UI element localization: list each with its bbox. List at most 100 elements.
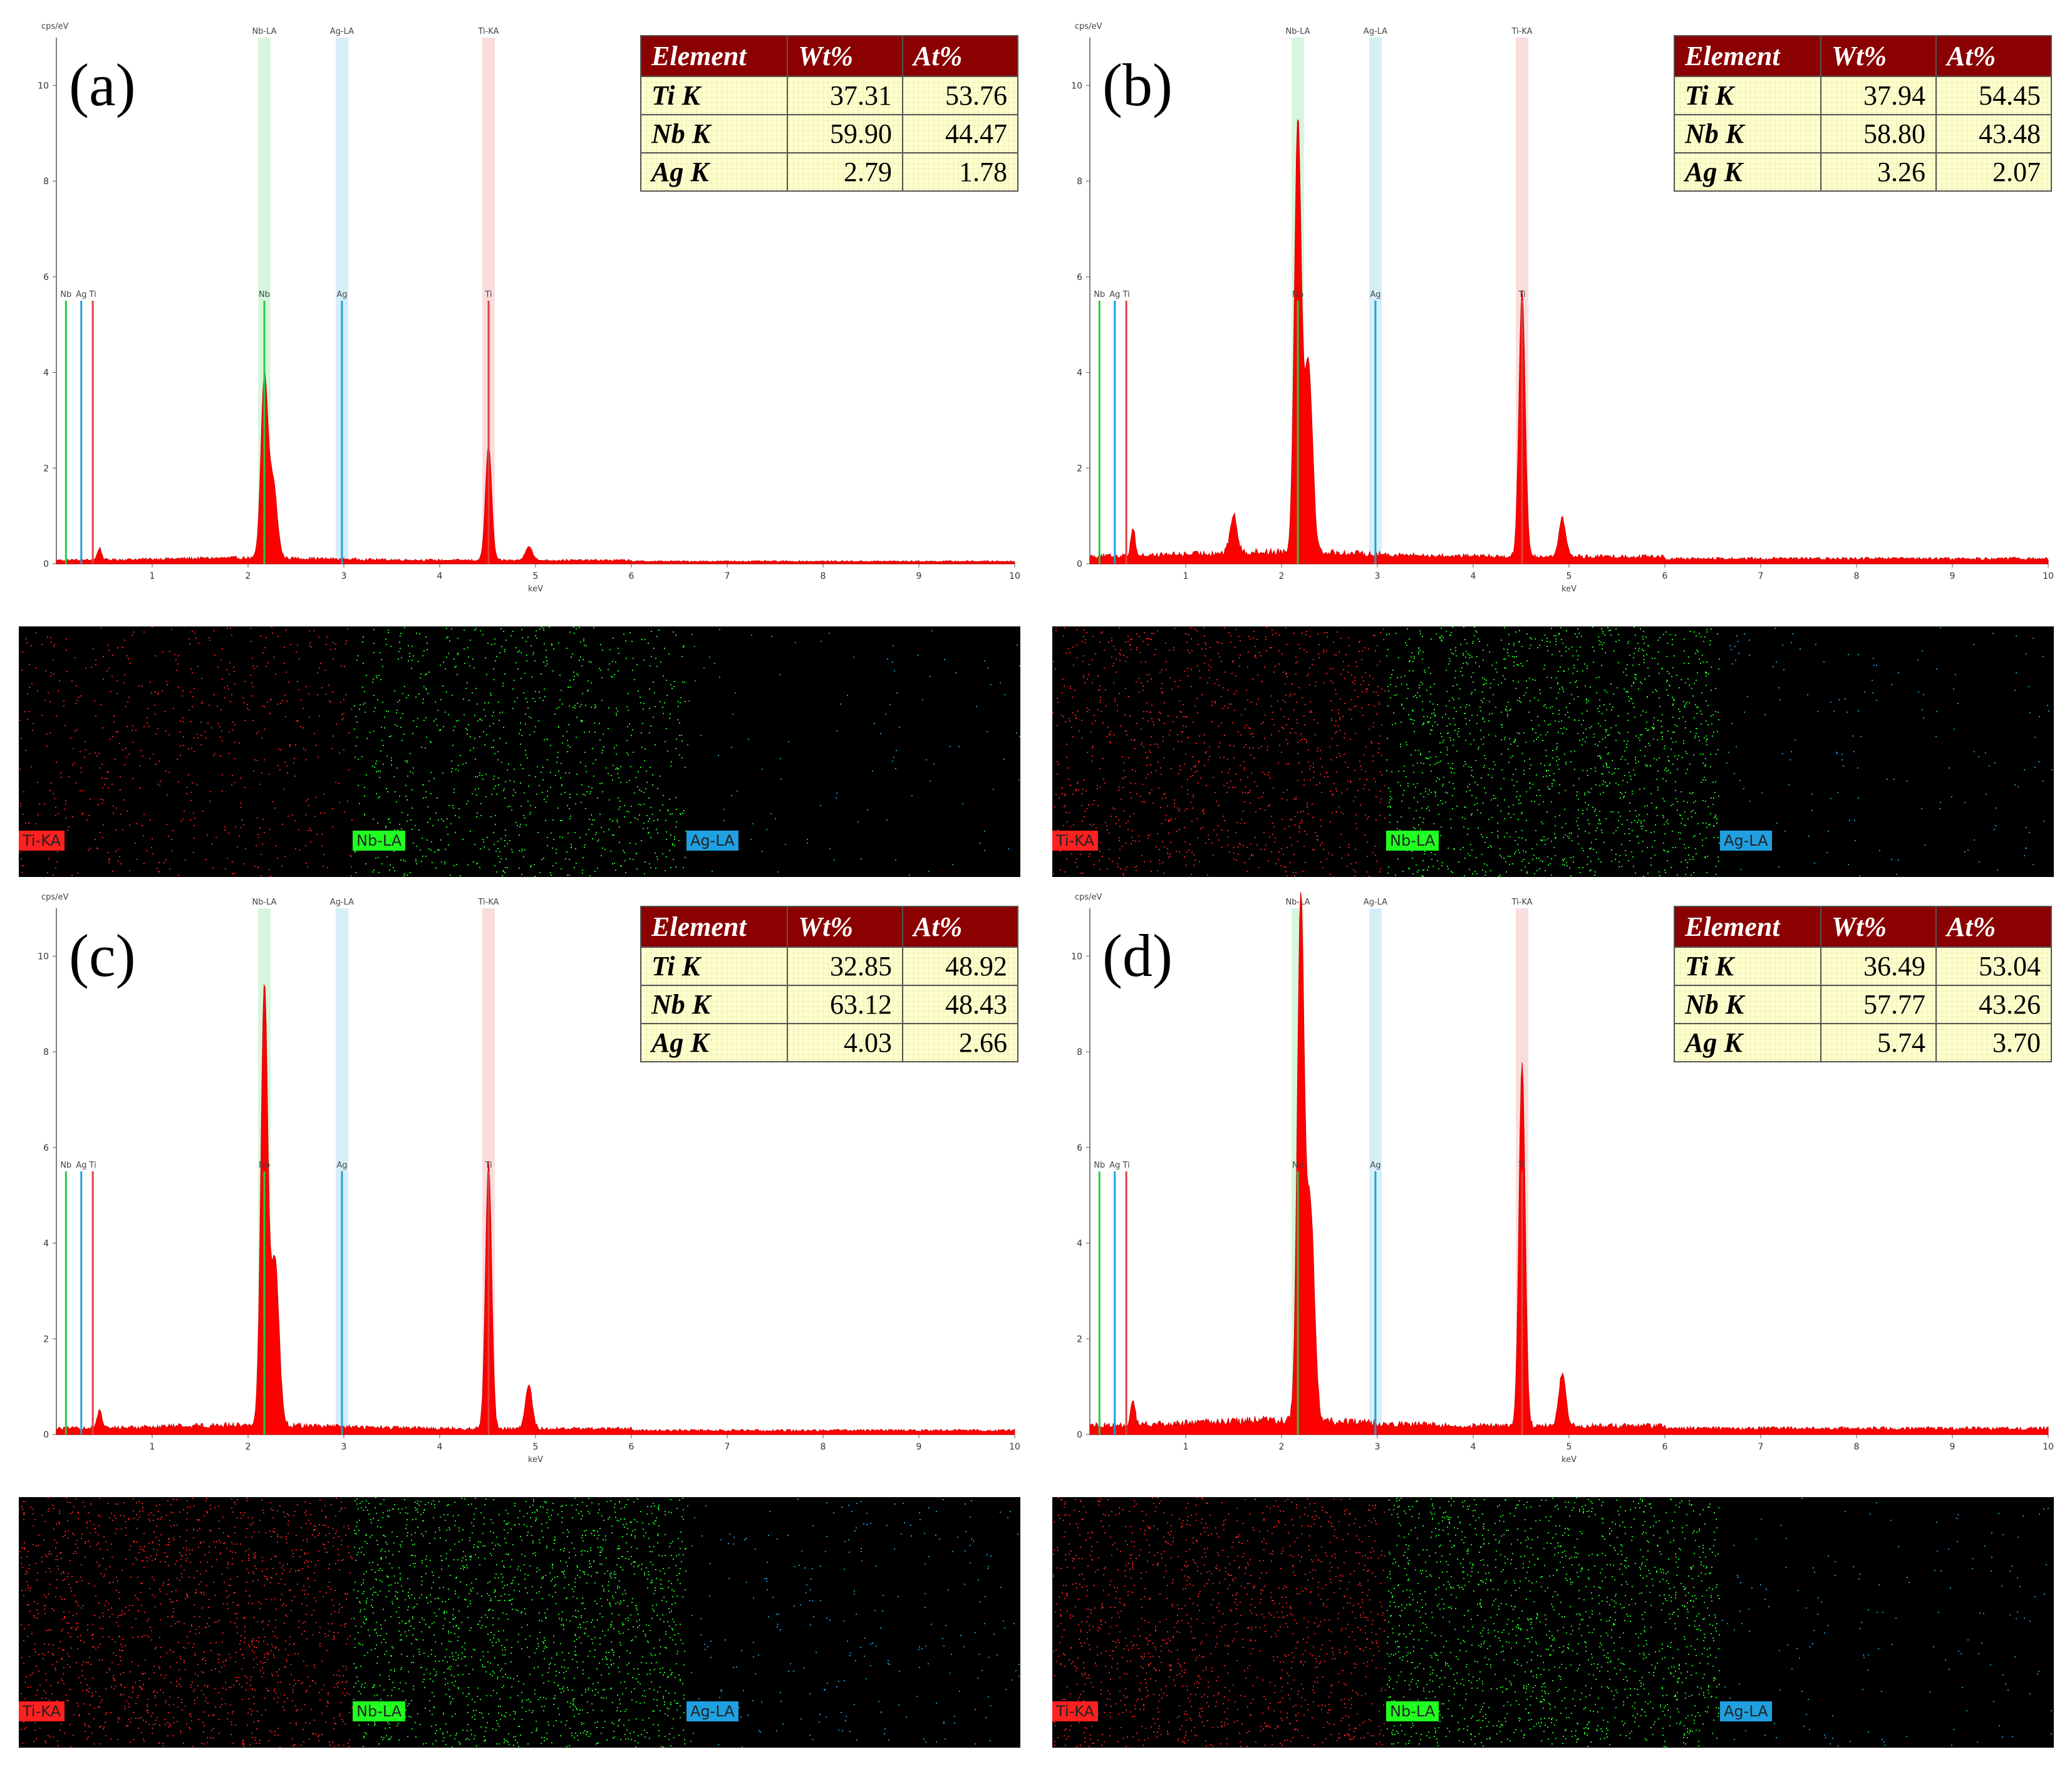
x-axis-label: keV <box>528 584 543 594</box>
table-cell: Nb K <box>640 114 788 153</box>
eds-spectrum: Nb-LA Ag-LA Ti-KA 0 2 4 6 8 10 1 2 3 4 5 6 7 8 9 10 cps/eV k… <box>1052 13 2067 614</box>
table-cell: Ti K <box>640 76 788 115</box>
element-map-nb-la: Nb-LA <box>353 1497 686 1748</box>
panel-letter: (b) <box>1102 51 1173 118</box>
element-map-label: Nb-LA <box>353 831 406 851</box>
y-tick-label: 4 <box>1077 1239 1082 1249</box>
table-header-cell: Wt% <box>1820 906 1937 948</box>
x-tick-label: 7 <box>1758 1442 1764 1452</box>
table-cell: 5.74 <box>1820 1023 1937 1062</box>
table-cell: 3.26 <box>1820 152 1937 192</box>
element-map-label: Nb-LA <box>1386 831 1439 851</box>
element-map-nb-la: Nb-LA <box>1386 1497 1720 1748</box>
table-row: Ti K 37.94 54.45 <box>1674 76 2052 115</box>
x-tick-label: 4 <box>437 571 443 581</box>
table-cell: 54.45 <box>1935 76 2052 115</box>
table-row: Nb K 57.77 43.26 <box>1674 985 2052 1024</box>
element-map-label: Ag-LA <box>686 1701 738 1721</box>
element-map-label: Nb-LA <box>1386 1701 1439 1721</box>
peak-marker-label: Ti <box>89 1161 96 1170</box>
spectrum-series <box>1089 892 2049 1435</box>
y-tick-label: 0 <box>1077 559 1082 569</box>
table-cell: 63.12 <box>787 985 903 1024</box>
element-maps: Ti-KA Nb-LA Ag-LA <box>1052 626 2054 877</box>
x-axis-label: keV <box>528 1455 543 1465</box>
region-label: Ti-KA <box>478 898 499 907</box>
region-label: Ag-LA <box>1364 27 1387 36</box>
x-tick-label: 3 <box>1375 1442 1380 1452</box>
element-map-ti-ka: Ti-KA <box>19 1497 353 1748</box>
table-row: Ag K 5.74 3.70 <box>1674 1023 2052 1062</box>
x-tick-label: 9 <box>1950 1442 1955 1452</box>
y-tick-label: 0 <box>43 559 49 569</box>
element-map-label: Nb-LA <box>353 1701 406 1721</box>
table-cell: Ag K <box>1674 1023 1821 1062</box>
element-map-nb-la: Nb-LA <box>353 626 686 877</box>
peak-marker-label: Ag <box>1370 290 1380 299</box>
peak-marker-label: Ag <box>76 1161 86 1170</box>
table-row: Ti K 37.31 53.76 <box>640 76 1018 115</box>
table-row: Ag K 3.26 2.07 <box>1674 152 2052 192</box>
y-tick-label: 8 <box>43 1047 49 1057</box>
y-tick-label: 8 <box>1077 1047 1082 1057</box>
table-cell: Nb K <box>1674 114 1821 153</box>
eds-spectrum: Nb-LA Ag-LA Ti-KA 0 2 4 6 8 10 1 2 3 4 5 6 7 8 9 10 cps/eV k… <box>19 883 1033 1485</box>
table-cell: 48.92 <box>902 947 1018 986</box>
table-cell: 2.07 <box>1935 152 2052 192</box>
eds-spectrum: Nb-LA Ag-LA Ti-KA 0 2 4 6 8 10 1 2 3 4 5 6 7 8 9 10 cps/eV k… <box>19 13 1033 614</box>
peak-marker-label: Ti <box>1518 1161 1525 1170</box>
element-map-nb-la: Nb-LA <box>1386 626 1720 877</box>
x-tick-label: 9 <box>1950 571 1955 581</box>
y-tick-label: 4 <box>43 368 49 378</box>
x-tick-label: 2 <box>246 571 251 581</box>
region-label: Nb-LA <box>252 27 276 36</box>
element-map-ti-ka: Ti-KA <box>1052 626 1386 877</box>
peak-marker-label: Ti <box>484 290 492 299</box>
x-tick-label: 4 <box>1471 571 1476 581</box>
table-cell: 4.03 <box>787 1023 903 1062</box>
x-tick-label: 7 <box>725 1442 730 1452</box>
table-cell: Ti K <box>1674 947 1821 986</box>
y-tick-label: 2 <box>1077 464 1082 474</box>
table-header-cell: Wt% <box>787 35 903 77</box>
table-cell: 2.66 <box>902 1023 1018 1062</box>
element-map-ti-ka: Ti-KA <box>1052 1497 1386 1748</box>
table-cell: 53.76 <box>902 76 1018 115</box>
element-map-ag-la: Ag-LA <box>1720 626 2054 877</box>
y-axis-label: cps/eV <box>41 22 69 31</box>
element-map-dots <box>1053 1497 1386 1747</box>
table-row: Ag K 2.79 1.78 <box>640 152 1018 192</box>
peak-marker-label: Ag <box>76 290 86 299</box>
table-body: Ti K 37.94 54.45 Nb K 58.80 43.48 Ag K 3.26 2.07 <box>1674 76 2052 192</box>
region-label: Nb-LA <box>252 898 276 907</box>
table-header-cell: Wt% <box>787 906 903 948</box>
peak-marker-label: Nb <box>60 290 71 299</box>
x-tick-label: 5 <box>533 571 539 581</box>
table-header-row: Element Wt% At% <box>640 35 1018 77</box>
element-map-label: Ti-KA <box>1052 831 1098 851</box>
element-map-dots <box>19 1497 353 1748</box>
table-cell: 36.49 <box>1820 947 1937 986</box>
peak-marker-label: Ti <box>1122 1161 1130 1170</box>
region-label: Nb-LA <box>1285 898 1310 907</box>
region-label: Ag-LA <box>330 898 354 907</box>
table-cell: Nb K <box>640 985 788 1024</box>
table-header-cell: Wt% <box>1820 35 1937 77</box>
peak-marker-label: Nb <box>1094 1161 1105 1170</box>
table-row: Nb K 58.80 43.48 <box>1674 114 2052 153</box>
x-tick-label: 5 <box>533 1442 539 1452</box>
element-map-label: Ti-KA <box>1052 1701 1098 1721</box>
table-cell: 44.47 <box>902 114 1018 153</box>
peak-marker-label: Nb <box>1094 290 1105 299</box>
table-cell: 57.77 <box>1820 985 1937 1024</box>
y-tick-label: 4 <box>43 1239 49 1249</box>
element-map-dots <box>353 1497 686 1748</box>
table-cell: 58.80 <box>1820 114 1937 153</box>
y-tick-label: 10 <box>38 952 49 962</box>
peak-marker-label: Nb <box>1292 1161 1303 1170</box>
table-header-row: Element Wt% At% <box>640 906 1018 948</box>
x-tick-label: 1 <box>150 571 155 581</box>
peak-marker-label: Ti <box>1518 290 1525 299</box>
x-tick-label: 2 <box>1279 1442 1285 1452</box>
